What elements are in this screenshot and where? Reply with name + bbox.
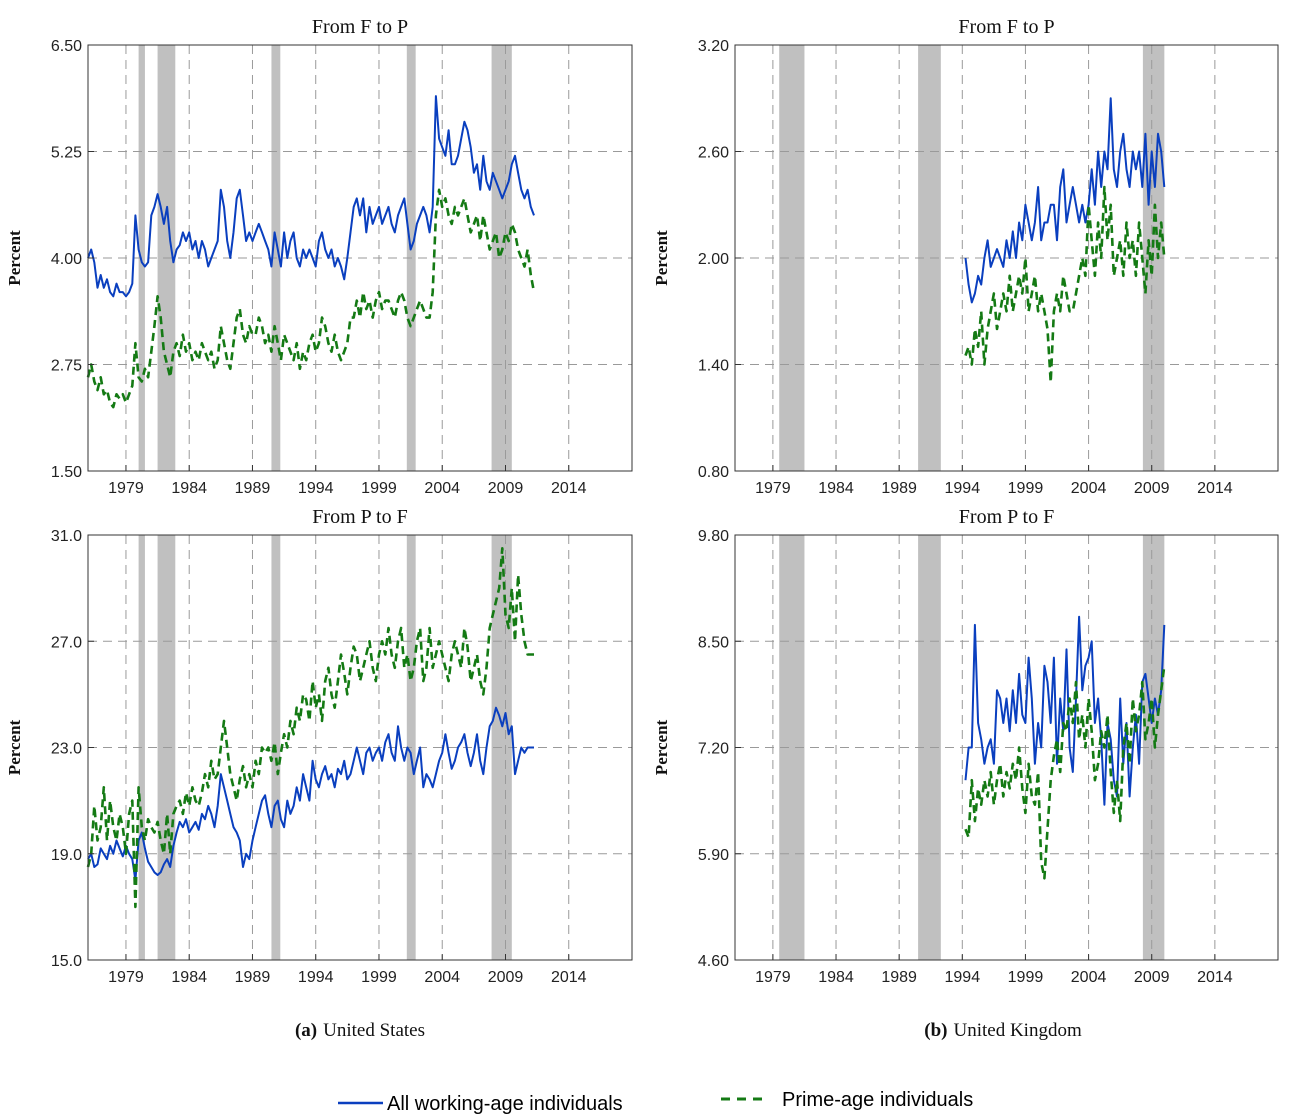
y-axis-label: Percent xyxy=(652,719,671,775)
y-tick-label-27-0: 27.0 xyxy=(51,634,82,651)
x-tick-label-1984: 1984 xyxy=(171,480,207,497)
y-tick-label-31-0: 31.0 xyxy=(51,528,82,545)
x-tick-label-1989: 1989 xyxy=(235,969,271,986)
y-tick-label-15-0: 15.0 xyxy=(51,953,82,970)
y-tick-label-2-00: 2.00 xyxy=(698,251,729,268)
x-tick-label-1999: 1999 xyxy=(1008,969,1044,986)
series-line-all-working-age-individuals xyxy=(87,706,534,882)
y-tick-label-2-75: 2.75 xyxy=(51,358,82,375)
y-axis-label: Percent xyxy=(652,230,671,286)
caption-b: (b) United Kingdom xyxy=(924,1020,1082,1041)
panel-title: From P to F xyxy=(312,506,407,528)
y-tick-label-1-40: 1.40 xyxy=(698,358,729,375)
series-line-prime-age-individuals xyxy=(964,665,1166,880)
y-axis-label: Percent xyxy=(5,719,24,775)
x-tick-label-1994: 1994 xyxy=(945,480,981,497)
y-axis-label: Percent xyxy=(5,230,24,286)
caption-b-text: United Kingdom xyxy=(953,1020,1081,1041)
panel-uk-p-to-f: 1979 1984 1989 1994 1999 2004 2009 2014 4.60 5.90… xyxy=(652,506,1279,986)
y-tick-label-23-0: 23.0 xyxy=(51,741,82,758)
x-tick-label-1994: 1994 xyxy=(298,969,334,986)
caption-a-text: United States xyxy=(323,1020,425,1041)
x-tick-label-2014: 2014 xyxy=(1197,969,1233,986)
panel-uk-f-to-p: 1979 1984 1989 1994 1999 2004 2009 2014 0.80 1.40… xyxy=(652,16,1279,497)
x-tick-label-2014: 2014 xyxy=(551,480,587,497)
x-tick-label-2004: 2004 xyxy=(424,480,460,497)
x-tick-label-1984: 1984 xyxy=(818,969,854,986)
x-tick-label-2004: 2004 xyxy=(424,969,460,986)
caption-b-tag: (b) xyxy=(924,1020,947,1041)
x-tick-label-1989: 1989 xyxy=(881,969,917,986)
panel-us-f-to-p: 1979 1984 1989 1994 1999 2004 2009 2014 1.50 2.75… xyxy=(5,16,633,497)
series-line-prime-age-individuals xyxy=(964,185,1166,384)
x-tick-label-1984: 1984 xyxy=(171,969,207,986)
y-tick-label-2-60: 2.60 xyxy=(698,145,729,162)
x-tick-label-1979: 1979 xyxy=(108,480,144,497)
series-line-prime-age-individuals xyxy=(86,188,536,409)
x-tick-label-2009: 2009 xyxy=(1134,480,1170,497)
x-tick-label-2004: 2004 xyxy=(1071,480,1107,497)
x-tick-label-2009: 2009 xyxy=(488,480,524,497)
y-tick-label-3-20: 3.20 xyxy=(698,38,729,55)
x-tick-label-1999: 1999 xyxy=(361,969,397,986)
x-tick-label-2004: 2004 xyxy=(1071,969,1107,986)
panel-title: From F to P xyxy=(312,16,408,38)
x-tick-label-1999: 1999 xyxy=(1008,480,1044,497)
x-tick-label-1979: 1979 xyxy=(755,969,791,986)
x-tick-label-2014: 2014 xyxy=(1197,480,1233,497)
panel-us-p-to-f: 1979 1984 1989 1994 1999 2004 2009 2014 15.0 19.0… xyxy=(5,506,633,986)
x-tick-label-1979: 1979 xyxy=(108,969,144,986)
y-tick-label-19-0: 19.0 xyxy=(51,847,82,864)
y-tick-label-5-25: 5.25 xyxy=(51,145,82,162)
x-tick-label-1994: 1994 xyxy=(298,480,334,497)
x-tick-label-2009: 2009 xyxy=(488,969,524,986)
series-line-prime-age-individuals xyxy=(86,546,534,909)
x-tick-label-1989: 1989 xyxy=(235,480,271,497)
series-line-all-working-age-individuals xyxy=(87,95,535,298)
y-tick-label-1-50: 1.50 xyxy=(51,464,82,481)
series-line-all-working-age-individuals xyxy=(964,97,1166,304)
x-tick-label-1989: 1989 xyxy=(881,480,917,497)
legend: All working-age individuals Prime-age in… xyxy=(338,1089,973,1115)
y-tick-label-4-60: 4.60 xyxy=(698,953,729,970)
caption-a-tag: (a) xyxy=(295,1020,317,1041)
y-tick-label-4-00: 4.00 xyxy=(51,251,82,268)
x-tick-label-1994: 1994 xyxy=(945,969,981,986)
panel-title: From F to P xyxy=(958,16,1054,38)
y-tick-label-7-20: 7.20 xyxy=(698,741,729,758)
x-tick-label-1999: 1999 xyxy=(361,480,397,497)
y-tick-label-6-50: 6.50 xyxy=(51,38,82,55)
series-line-all-working-age-individuals xyxy=(964,615,1166,806)
panel-title: From P to F xyxy=(959,506,1054,528)
x-tick-label-2014: 2014 xyxy=(551,969,587,986)
x-tick-label-2009: 2009 xyxy=(1134,969,1170,986)
x-tick-label-1979: 1979 xyxy=(755,480,791,497)
y-tick-label-8-50: 8.50 xyxy=(698,634,729,651)
caption-a: (a) United States xyxy=(295,1020,425,1041)
y-tick-label-5-90: 5.90 xyxy=(698,847,729,864)
legend-label-prime: Prime-age individuals xyxy=(782,1089,973,1111)
x-tick-label-1984: 1984 xyxy=(818,480,854,497)
legend-label-all: All working-age individuals xyxy=(387,1093,623,1115)
y-tick-label-0-80: 0.80 xyxy=(698,464,729,481)
y-tick-label-9-80: 9.80 xyxy=(698,528,729,545)
